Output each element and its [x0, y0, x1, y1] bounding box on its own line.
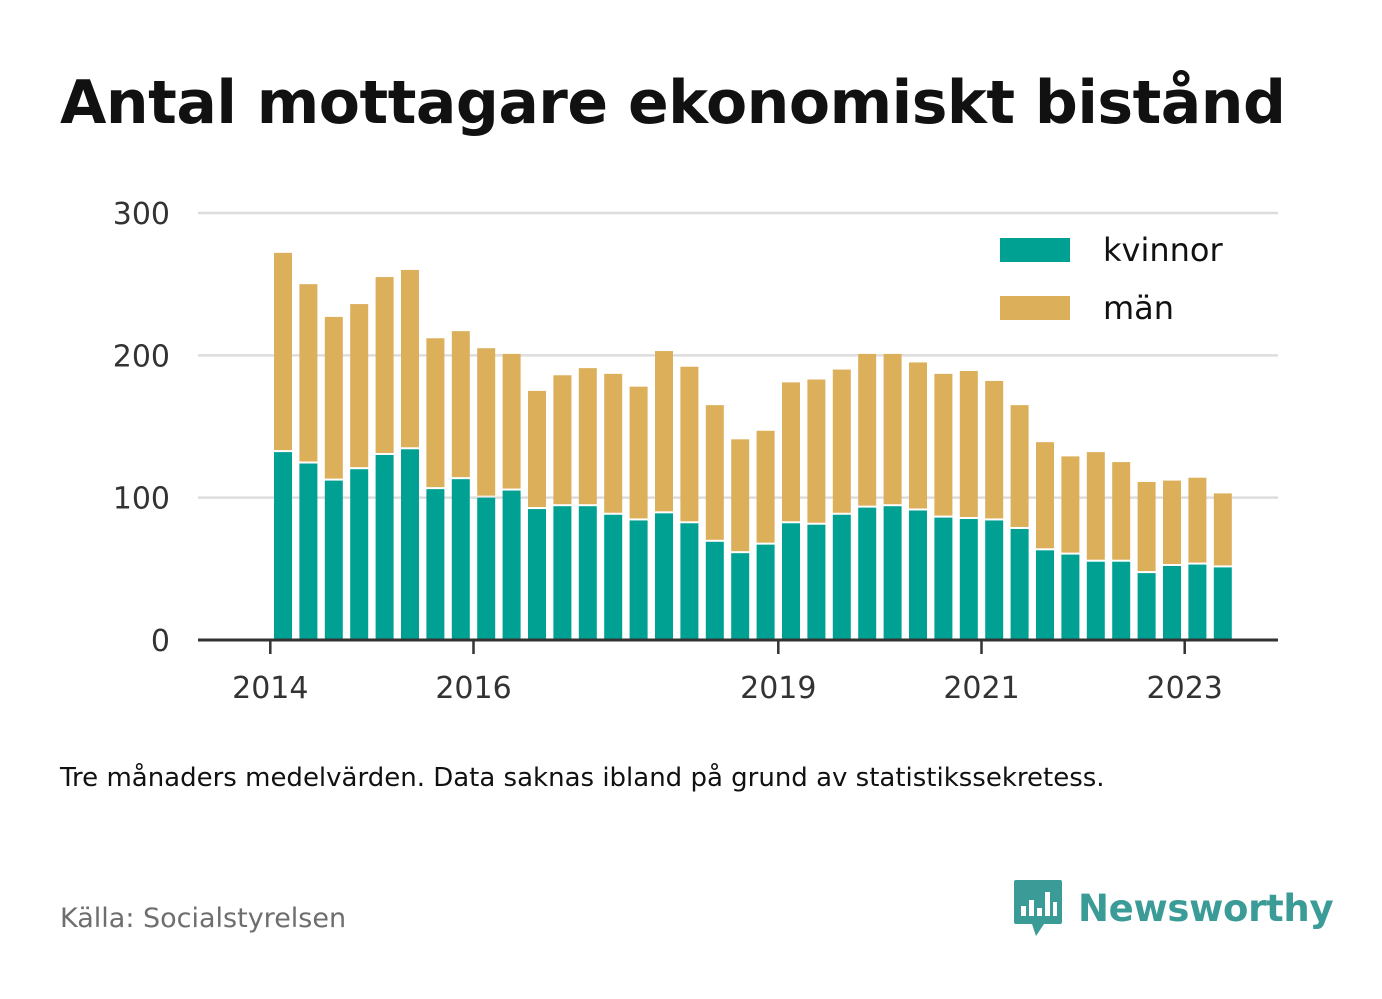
- bar-kvinnor: [274, 452, 292, 640]
- bar-kvinnor: [629, 520, 648, 640]
- bar-kvinnor: [782, 523, 800, 640]
- bar-kvinnor: [756, 544, 775, 640]
- bar-kvinnor: [655, 513, 673, 640]
- axes: 0 100 200 300 2014 2016 2019 2021 2023: [113, 197, 1278, 706]
- bar-man: [451, 331, 470, 478]
- bar-kvinnor: [578, 506, 597, 640]
- bar-kvinnor: [883, 506, 902, 640]
- bar-man: [528, 390, 546, 508]
- bar-man: [1010, 405, 1029, 527]
- y-tick-label: 0: [151, 624, 170, 659]
- bar-kvinnor: [502, 490, 521, 640]
- bar-man: [934, 373, 953, 516]
- bar-man: [782, 382, 800, 522]
- legend: kvinnor män: [1000, 231, 1224, 327]
- bar-kvinnor: [985, 520, 1004, 640]
- bar-man: [553, 375, 572, 505]
- bar-man: [502, 353, 521, 489]
- bar-man: [1137, 482, 1156, 572]
- bar-kvinnor: [1112, 561, 1131, 640]
- bar-kvinnor: [1137, 573, 1156, 640]
- bar-kvinnor: [807, 524, 826, 640]
- bar-kvinnor: [553, 506, 572, 640]
- bar-man: [985, 380, 1004, 519]
- bar-man: [680, 366, 699, 522]
- newsworthy-logo-icon: [1014, 880, 1062, 936]
- bar-man: [959, 370, 978, 518]
- bar-man: [858, 353, 877, 506]
- bar-kvinnor: [401, 449, 419, 640]
- legend-swatch-män: [1000, 296, 1070, 320]
- bar-kvinnor: [528, 509, 546, 640]
- bar-kvinnor: [680, 523, 699, 640]
- bar-man: [807, 379, 826, 523]
- bar-kvinnor: [375, 454, 394, 640]
- bar-kvinnor: [1061, 554, 1080, 640]
- y-tick-label: 100: [113, 482, 170, 517]
- bar-kvinnor: [1036, 550, 1054, 640]
- bar-man: [705, 405, 724, 540]
- bar-man: [731, 439, 750, 552]
- bar-kvinnor: [1163, 565, 1181, 640]
- bar-man: [324, 316, 343, 479]
- bars: [274, 252, 1232, 640]
- y-tick-label: 300: [113, 197, 170, 232]
- legend-swatch-kvinnor: [1000, 238, 1070, 262]
- bar-man: [1036, 442, 1054, 549]
- y-tick-label: 200: [113, 339, 170, 374]
- bar-man: [629, 386, 648, 519]
- bar-man: [350, 304, 369, 468]
- x-tick-label: 2019: [740, 671, 816, 706]
- bar-kvinnor: [858, 507, 877, 640]
- bar-man: [1061, 456, 1080, 553]
- bar-man: [756, 430, 775, 543]
- bar-kvinnor: [1213, 567, 1232, 640]
- bar-man: [1163, 480, 1181, 564]
- bar-kvinnor: [426, 489, 445, 640]
- bar-man: [426, 338, 445, 488]
- source-label: Källa: Socialstyrelsen: [60, 903, 347, 934]
- bar-man: [1213, 493, 1232, 566]
- bar-kvinnor: [1188, 564, 1207, 640]
- x-tick-label: 2016: [435, 671, 511, 706]
- bar-man: [655, 351, 673, 512]
- bar-kvinnor: [1086, 561, 1105, 640]
- bar-man: [401, 269, 419, 448]
- legend-label: kvinnor: [1103, 231, 1224, 269]
- bar-kvinnor: [731, 553, 750, 640]
- bar-man: [1086, 452, 1105, 560]
- bar-man: [299, 284, 318, 462]
- x-tick-label: 2021: [943, 671, 1019, 706]
- brand-logo: Newsworthy: [1012, 878, 1334, 938]
- bar-kvinnor: [299, 463, 318, 640]
- bar-kvinnor: [909, 510, 927, 640]
- bar-kvinnor: [832, 514, 851, 640]
- legend-label: män: [1103, 289, 1174, 327]
- bar-man: [1188, 477, 1207, 563]
- bar-man: [578, 368, 597, 505]
- bar-kvinnor: [1010, 528, 1029, 640]
- bar-kvinnor: [959, 519, 978, 640]
- bar-man: [274, 252, 292, 451]
- bar-man: [883, 353, 902, 505]
- x-tick-label: 2023: [1147, 671, 1223, 706]
- bar-man: [832, 369, 851, 513]
- bar-kvinnor: [705, 541, 724, 640]
- bar-man: [909, 362, 927, 509]
- bar-kvinnor: [350, 469, 369, 640]
- brand-name: Newsworthy: [1078, 886, 1334, 930]
- bar-kvinnor: [451, 479, 470, 640]
- x-tick-label: 2014: [232, 671, 308, 706]
- bar-man: [375, 277, 394, 453]
- bar-kvinnor: [934, 517, 953, 640]
- bar-man: [604, 373, 623, 513]
- chart-title: Antal mottagare ekonomiskt bistånd: [60, 68, 1286, 138]
- bar-man: [477, 348, 496, 496]
- bar-kvinnor: [324, 480, 343, 640]
- bar-kvinnor: [604, 514, 623, 640]
- bar-kvinnor: [477, 497, 496, 640]
- chart-note: Tre månaders medelvärden. Data saknas ib…: [60, 763, 1105, 793]
- bar-man: [1112, 462, 1131, 560]
